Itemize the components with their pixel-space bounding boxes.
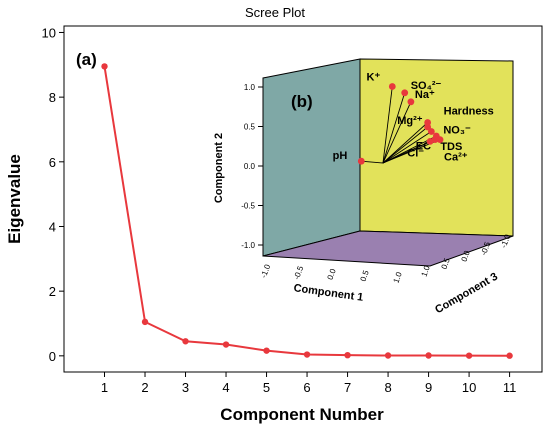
c1-tick-label: 1.0 [392,270,404,284]
floor-face [262,230,514,267]
variable-label: K⁺ [367,72,381,84]
component2-axis-label: Component 2 [213,133,225,203]
variable-label: TDS [440,141,462,153]
y-tick-label: 6 [49,155,56,170]
loading-point [407,98,415,106]
loading-vector [382,92,406,164]
component1-axis-label: Component 1 [293,282,364,304]
x-axis-label: Component Number [220,405,384,424]
scree-point [506,352,513,359]
x-tick-label: 4 [222,380,229,395]
y-tick-label: 2 [49,284,56,299]
c2-tick-label: 1.0 [244,83,256,92]
plot-frame [63,25,543,373]
loading-point [357,157,365,165]
c2-tick-label: 0.5 [244,123,256,132]
loading-point [424,123,432,131]
variable-label: EC [416,141,431,153]
variable-label: Na⁺ [415,89,435,101]
loading-point [401,89,409,97]
loading-vector [382,126,428,164]
loading-point [427,128,435,135]
scree-point [425,352,432,359]
variable-label: NO₃⁻ [443,125,471,137]
variable-label: Ca²⁺ [444,152,468,164]
c2-tick-label: 0.0 [244,162,256,171]
chart-title: Scree Plot [245,5,305,20]
panel-label-b: (b) [291,92,313,111]
scree-point [141,318,149,326]
c3-tick-label: 0.0 [460,249,472,263]
loading-vector [382,101,412,164]
x-tick-label: 11 [503,380,517,395]
c2-tick-label: -1.0 [241,241,255,250]
scree-point [465,352,473,359]
y-tick-label: 4 [49,219,56,234]
variable-label: Mg²⁺ [397,115,423,127]
c1-tick-label: -1.0 [259,263,272,280]
loading-point [388,83,396,90]
scree-plot: Scree Plot (a) Component Number Eigenval… [5,5,543,424]
component3-axis-label: Component 3 [433,271,500,317]
y-tick-label: 10 [42,25,56,40]
loading-vector [382,122,428,164]
loading-point [426,138,434,145]
loading-plot-3d: (b) 1.00.50.0-0.5-1.0-1.0 -0.5 0.0 0.5 1.0 1.… [213,58,514,317]
c1-tick-label: 0.0 [326,267,338,281]
c3-tick-label: 0.5 [440,256,452,270]
x-tick-label: 5 [263,380,270,395]
loading-vector [382,131,432,164]
variable-label: pH [333,150,348,162]
variable-label: Hardness [444,106,494,118]
x-tick-label: 9 [425,380,432,395]
scree-point [384,352,392,359]
x-tick-label: 6 [303,380,310,395]
inset-ticks: 1.0 0.5 0.0 -0.5 -1.0 -1.0 -0.5 0.0 0.5 1.0 1.0 0.5… [241,83,512,284]
variable-label: Cl⁻ [407,147,424,159]
c1-tick-label: 0.5 [359,269,371,283]
c1-tick-label: -0.5 [292,264,305,281]
scree-point [303,351,311,358]
x-tick-label: 10 [462,380,476,395]
scree-marks [101,63,513,359]
scree-point [182,338,189,345]
y-tick-label: 0 [49,349,56,364]
scree-point [222,341,230,348]
loading-vector [361,160,384,164]
c2-tick-label: -0.5 [241,202,255,211]
x-tick-label: 3 [182,380,189,395]
panel-label-a: (a) [76,50,97,69]
scree-point [263,347,270,354]
scree-point [101,63,108,70]
y-tick-label: 8 [49,90,56,105]
c3-tick-label: 1.0 [420,264,432,278]
x-tick-label: 8 [384,380,391,395]
loading-vector [382,86,393,164]
inset-background [240,78,263,272]
y-axis-label: Eigenvalue [5,154,24,244]
loading-point [436,136,444,144]
variable-label: SO₄²⁻ [411,80,442,92]
x-tick-label: 2 [141,380,148,395]
x-tick-label: 1 [101,380,108,395]
scree-point [344,351,351,359]
x-tick-label: 7 [344,380,351,395]
